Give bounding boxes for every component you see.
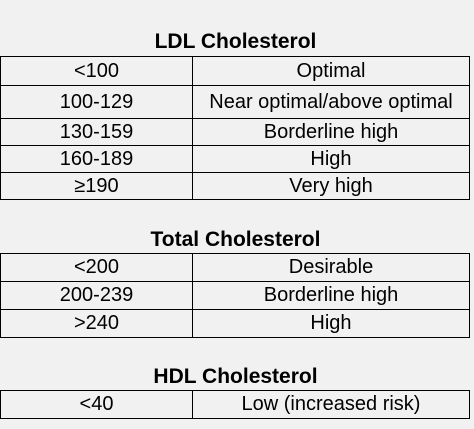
range-cell: 200-239 bbox=[1, 282, 193, 309]
range-cell: ≥190 bbox=[1, 173, 193, 199]
section-title: LDL Cholesterol bbox=[154, 30, 317, 53]
range-cell: 160-189 bbox=[1, 146, 193, 172]
category-cell: High bbox=[310, 147, 352, 170]
table-row: 100-129 Near optimal/above optimal bbox=[0, 85, 470, 118]
category-cell: Near optimal/above optimal bbox=[209, 90, 453, 113]
range-cell: <200 bbox=[1, 254, 193, 281]
category-cell: Borderline high bbox=[263, 284, 399, 306]
range-cell: 130-159 bbox=[1, 119, 193, 145]
table-row: 130-159 Borderline high bbox=[0, 118, 470, 145]
range-cell: >240 bbox=[1, 310, 193, 337]
table-row: <200 Desirable bbox=[0, 253, 470, 281]
category-cell: Low (increased risk) bbox=[241, 393, 421, 415]
section-title: Total Cholesterol bbox=[150, 228, 321, 251]
category-cell: Borderline high bbox=[263, 120, 399, 143]
table-row: 200-239 Borderline high bbox=[0, 281, 470, 309]
table-row: ≥190 Very high bbox=[0, 172, 470, 200]
range-cell: 100-129 bbox=[1, 86, 193, 118]
table-row: 160-189 High bbox=[0, 145, 470, 172]
range-cell: <40 bbox=[1, 391, 193, 418]
range-cell: <100 bbox=[1, 57, 193, 85]
category-cell: High bbox=[310, 312, 352, 334]
category-cell: Optimal bbox=[296, 59, 366, 82]
category-cell: Very high bbox=[289, 174, 373, 197]
table-row: <100 Optimal bbox=[0, 56, 470, 85]
category-cell: Desirable bbox=[288, 256, 374, 278]
section-title: HDL Cholesterol bbox=[153, 365, 318, 388]
table-row: <40 Low (increased risk) bbox=[0, 390, 470, 419]
table-row: >240 High bbox=[0, 309, 470, 338]
